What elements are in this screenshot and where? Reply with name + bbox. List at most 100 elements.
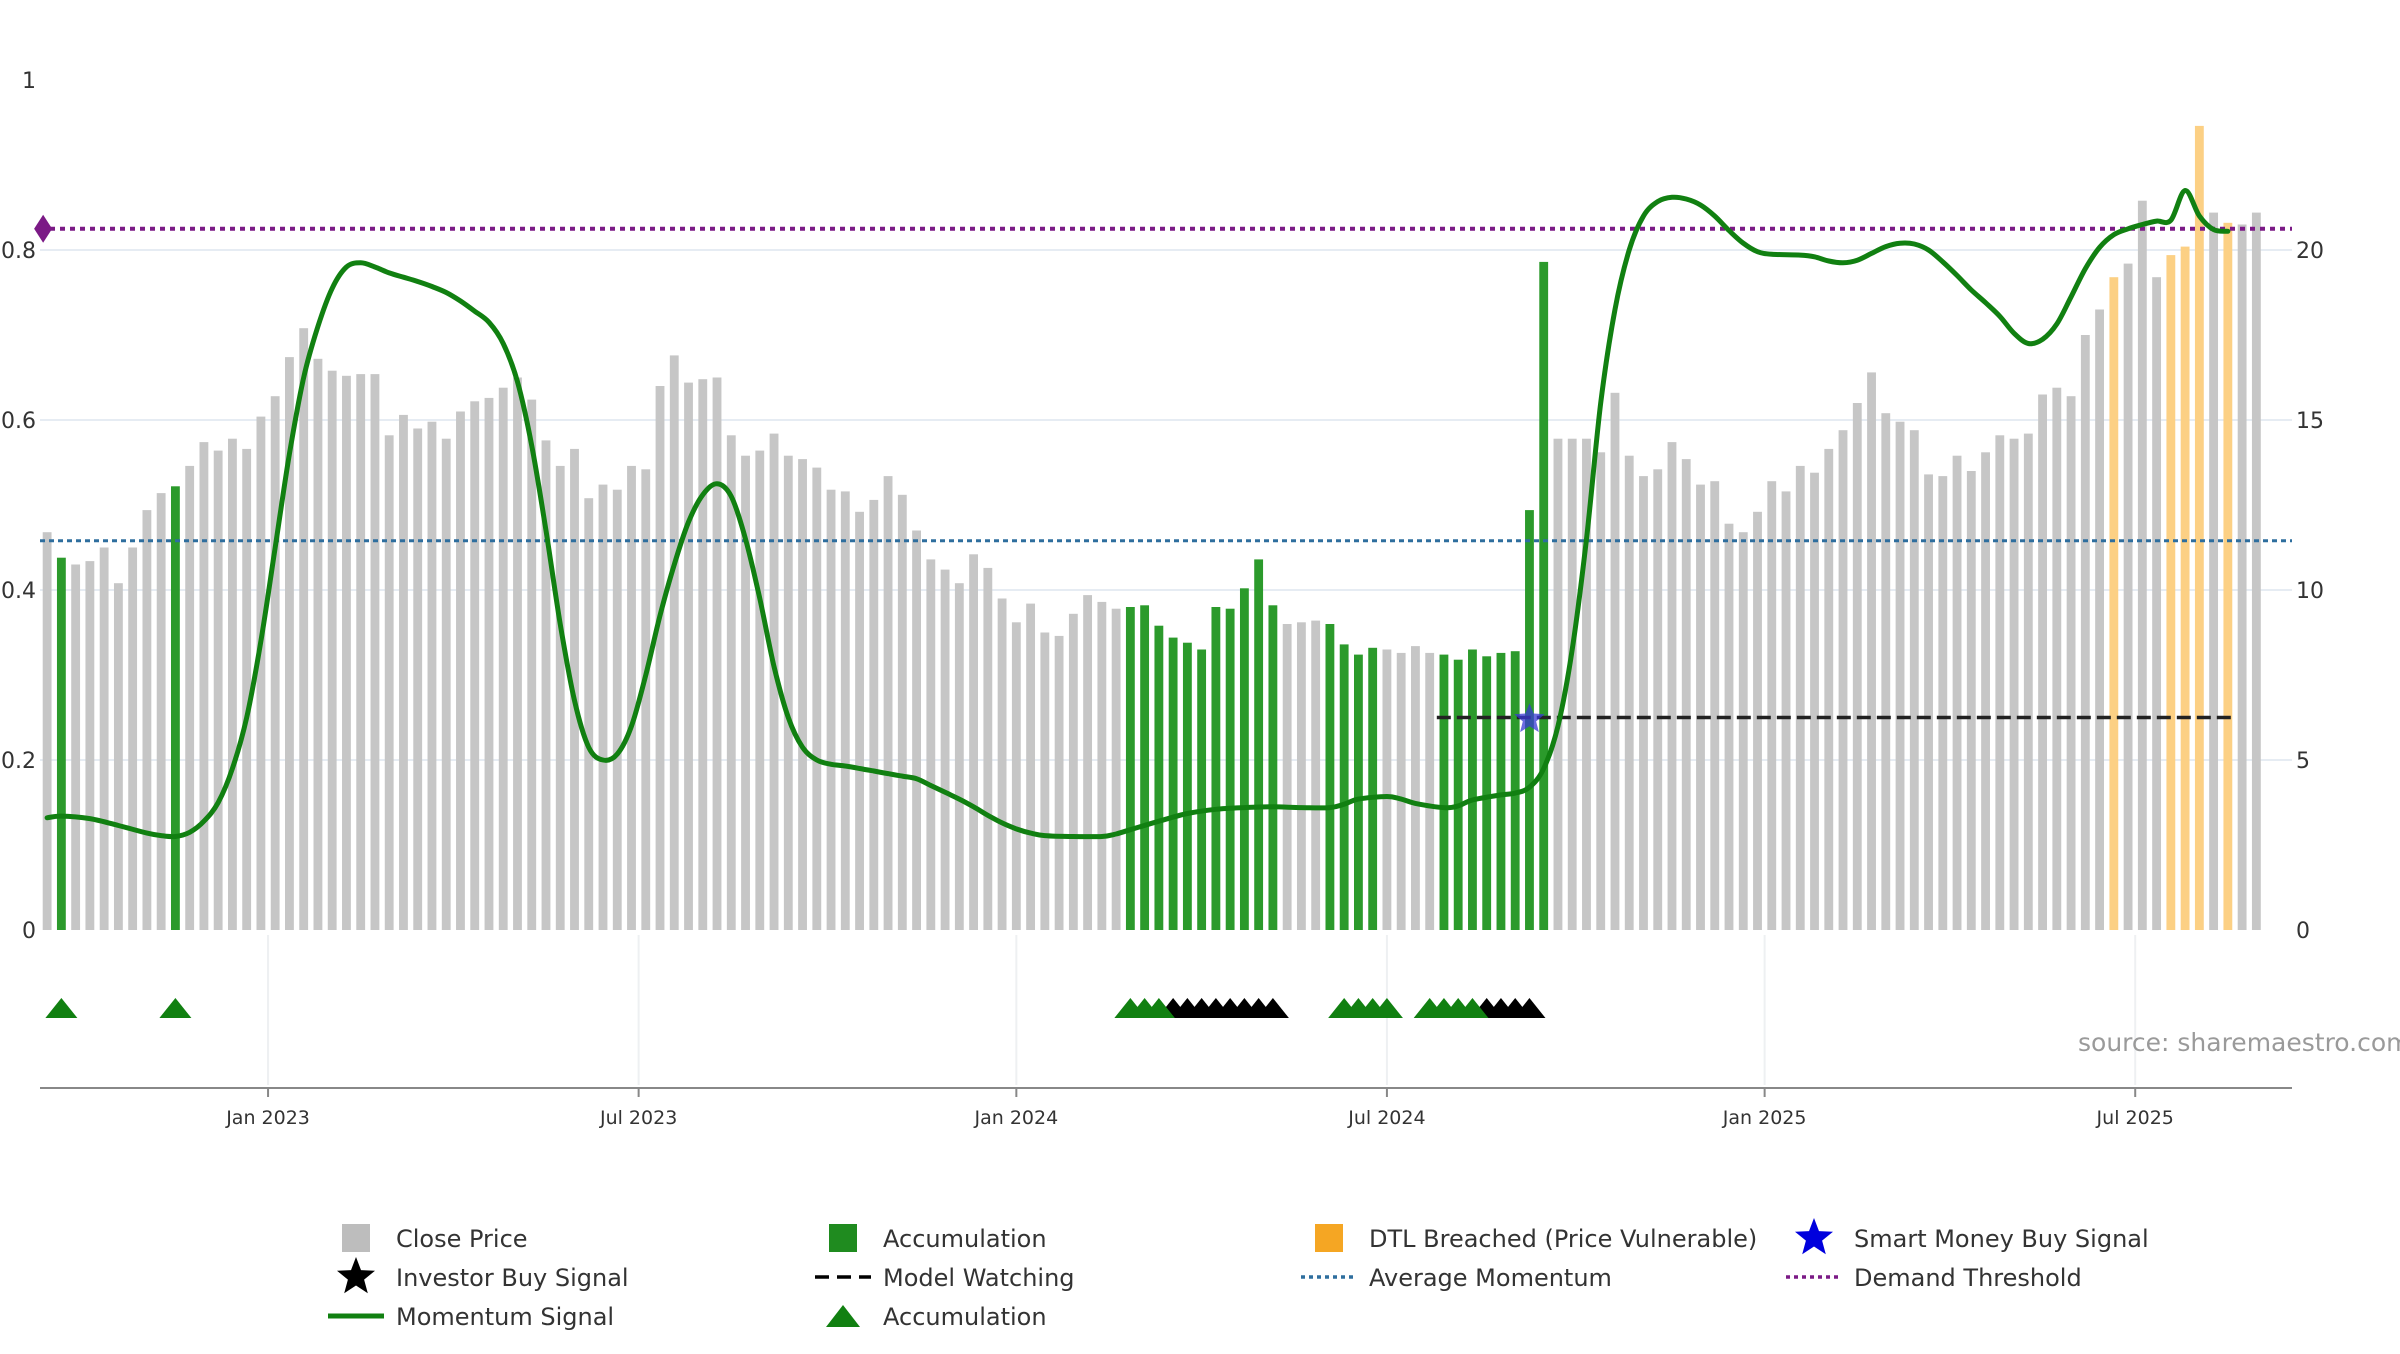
legend-item-average-momentum: Average Momentum — [1301, 1264, 1612, 1292]
price-bar-green — [1182, 642, 1192, 930]
price-bar-green — [1353, 654, 1363, 930]
reference-lines — [34, 214, 2292, 720]
price-bar-grey — [384, 435, 394, 930]
accumulation-marker — [1142, 998, 1175, 1018]
legend-item-close-price: Close Price — [342, 1224, 528, 1253]
price-bar-grey — [1068, 613, 1078, 930]
legend-label: Accumulation — [883, 1303, 1047, 1331]
price-bar-grey — [1995, 435, 2005, 930]
legend-triangle — [826, 1305, 860, 1327]
price-bar-grey — [1639, 476, 1648, 930]
x-tick-label: Jan 2024 — [973, 1107, 1058, 1129]
price-bar-green — [1168, 637, 1178, 930]
price-bar-grey — [1097, 601, 1107, 930]
price-bar-grey — [85, 561, 95, 930]
momentum-signal-group — [44, 188, 2231, 840]
price-bar-grey — [513, 377, 522, 930]
legend-item-investor-buy: Investor Buy Signal — [337, 1257, 629, 1294]
price-bar-green — [1211, 607, 1221, 930]
price-bar-grey — [826, 489, 836, 930]
price-bar-grey — [669, 355, 679, 930]
legend-swatch — [1315, 1224, 1343, 1252]
price-bar-grey — [655, 386, 665, 930]
price-bar-orange — [2166, 255, 2176, 931]
axes: Jan 2023 Jul 2023 Jan 2024 Jul 2024 Jan 2025… — [1, 69, 2324, 1129]
legend-swatch — [342, 1224, 370, 1252]
price-bar-grey — [741, 455, 750, 930]
price-bar-grey — [1582, 438, 1591, 930]
accumulation-marker — [1456, 998, 1489, 1018]
price-bar-green — [1482, 656, 1492, 930]
right-tick-label: 10 — [2296, 579, 2324, 604]
price-bar-grey — [1881, 413, 1891, 930]
price-bar-grey — [1838, 430, 1848, 930]
legend-label: Momentum Signal — [396, 1303, 614, 1331]
price-bar-grey — [2095, 309, 2105, 930]
x-tick-label: Jan 2023 — [225, 1107, 310, 1129]
price-bar-grey — [356, 374, 366, 931]
price-bar-grey — [1781, 491, 1791, 930]
legend-label: Investor Buy Signal — [396, 1264, 629, 1292]
price-bar-grey — [2080, 335, 2090, 930]
source-label: source: sharemaestro.com — [2078, 1028, 2400, 1057]
investor-buy-marker — [1513, 998, 1546, 1018]
price-bar-grey — [456, 411, 465, 930]
price-bar-grey — [2209, 212, 2219, 931]
price-bar-grey — [256, 416, 266, 931]
price-bar-green — [1339, 644, 1349, 930]
price-bar-grey — [71, 564, 81, 930]
smart-money-buy-star — [1514, 703, 1545, 733]
price-bar-grey — [1824, 448, 1834, 930]
price-bar-grey — [926, 559, 936, 930]
price-bar-grey — [1396, 652, 1406, 930]
price-bar-grey — [769, 433, 779, 930]
legend-star-icon — [337, 1257, 375, 1294]
price-bar-grey — [1738, 532, 1748, 930]
legend-item-model-watching: Model Watching — [815, 1264, 1075, 1292]
price-bar-grey — [427, 421, 437, 930]
price-bar-grey — [1596, 452, 1606, 930]
price-bar-grey — [840, 491, 850, 930]
signal-markers — [45, 703, 1546, 1018]
price-bar-grey — [598, 484, 608, 930]
demand-threshold-marker — [34, 214, 53, 243]
x-tick-label: Jul 2024 — [1347, 1107, 1425, 1129]
price-bar-grey — [1610, 392, 1620, 930]
x-tick-label: Jul 2023 — [599, 1107, 677, 1129]
left-tick-label: 0.2 — [1, 749, 36, 774]
price-bar-grey — [1852, 403, 1862, 930]
price-bar-grey — [1111, 608, 1121, 930]
price-bar-grey — [99, 547, 109, 930]
legend-item-dtl-breached: DTL Breached (Price Vulnerable) — [1315, 1224, 1757, 1253]
price-bar-grey — [1040, 632, 1050, 930]
legend-star-icon — [1795, 1218, 1833, 1255]
price-bar-grey — [1696, 484, 1705, 930]
price-bar-grey — [1054, 635, 1064, 930]
price-bar-grey — [755, 450, 765, 930]
price-bar-grey — [627, 465, 636, 930]
left-tick-label: 0.4 — [1, 579, 36, 604]
right-tick-label: 20 — [2296, 239, 2324, 264]
price-bar-grey — [242, 448, 252, 930]
price-bar-grey — [555, 465, 565, 930]
legend-item-accumulation-marker: Accumulation — [826, 1303, 1047, 1331]
legend-item-smart-money: Smart Money Buy Signal — [1795, 1218, 2149, 1255]
price-bar-grey — [1411, 646, 1420, 930]
price-bar-grey — [712, 377, 722, 930]
price-bar-grey — [798, 459, 807, 930]
price-bar-grey — [156, 493, 166, 930]
price-bar-grey — [227, 438, 237, 930]
price-bar-grey — [1667, 442, 1677, 930]
left-tick-label: 1 — [22, 69, 36, 94]
right-tick-label: 15 — [2296, 409, 2324, 434]
investor-buy-marker — [1256, 998, 1289, 1018]
legend-label: Demand Threshold — [1854, 1264, 2082, 1292]
price-bar-grey — [470, 401, 480, 930]
legend-label: Model Watching — [883, 1264, 1075, 1292]
price-bar-green — [1453, 659, 1463, 930]
price-bar-grey — [2137, 200, 2147, 930]
price-bar-grey — [869, 499, 879, 930]
legend-item-accumulation-bar: Accumulation — [829, 1224, 1047, 1253]
price-bar-grey — [1382, 649, 1392, 930]
